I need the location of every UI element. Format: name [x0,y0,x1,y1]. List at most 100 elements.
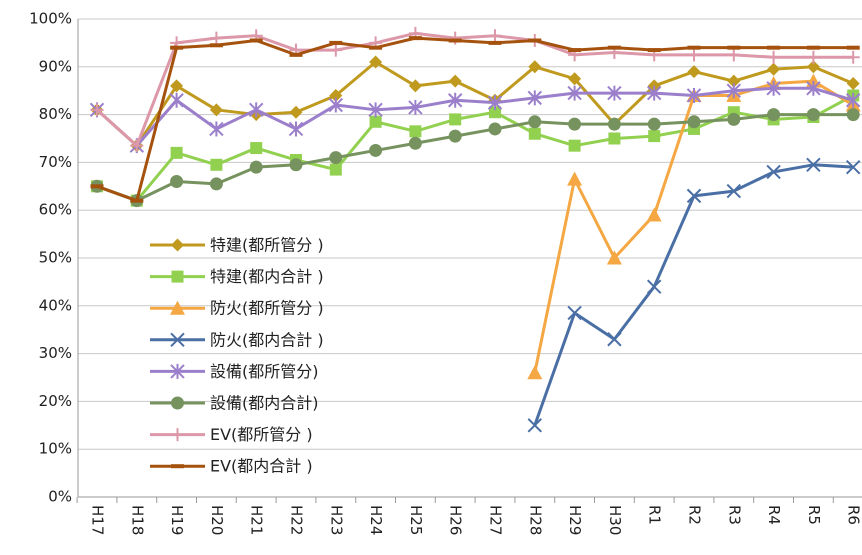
marker [686,87,702,103]
marker [250,142,263,155]
marker [646,279,662,294]
series-line [533,163,854,426]
marker [687,65,701,79]
y-tick-label: 70% [39,153,72,171]
marker [528,127,541,140]
marker [806,157,821,172]
marker [648,130,661,143]
marker [527,418,543,433]
marker [171,428,184,442]
marker [806,60,820,74]
marker [408,99,423,115]
marker [767,108,781,122]
legend-label: 防火(都内合計 ) [210,330,324,349]
marker [328,97,344,113]
marker [767,50,781,64]
marker [329,43,343,57]
marker [527,90,543,106]
x-tick-label: H28 [526,505,544,535]
x-tick-label: H18 [128,505,146,535]
y-tick-label: 90% [39,57,72,75]
marker [449,113,462,126]
marker [727,74,741,88]
marker [528,115,542,129]
legend-label: 防火(都所管分 ) [210,299,324,318]
x-tick-label: H17 [89,505,107,535]
marker [408,136,422,150]
marker [568,72,582,86]
marker [567,171,583,186]
marker [846,108,860,122]
marker [607,85,622,101]
marker [806,50,820,64]
series-line [95,60,854,148]
y-tick-label: 0% [48,488,72,506]
marker [726,183,742,199]
marker [846,50,860,64]
marker [170,79,184,93]
marker [369,55,383,69]
marker [171,270,184,283]
y-tick-label: 80% [39,105,72,123]
marker [727,48,741,62]
series-line [96,36,854,203]
marker [527,365,543,380]
marker [488,29,502,43]
marker [329,151,343,165]
y-tick-label: 60% [39,201,72,219]
marker [169,92,184,108]
x-tick-label: H21 [248,505,266,535]
marker [607,332,622,347]
marker [171,396,184,410]
marker [766,164,781,180]
marker [170,363,185,379]
marker [487,95,503,111]
marker [686,188,702,204]
marker [846,77,860,91]
marker [646,207,662,222]
series [91,89,860,207]
series [90,55,860,153]
x-tick-label: R5 [805,505,823,525]
series-line [95,31,854,148]
x-tick-label: H23 [327,505,345,535]
marker [288,121,304,137]
marker [249,160,263,174]
marker [488,122,502,136]
marker [171,238,184,252]
marker [608,132,621,145]
marker [369,115,382,128]
marker [766,80,781,96]
marker [845,159,861,175]
y-tick-label: 50% [39,249,72,267]
marker [567,305,582,321]
legend-label: 特建(都所管分 ) [210,236,324,255]
marker [209,177,223,191]
x-tick-label: H25 [407,505,425,535]
marker [130,139,144,153]
y-tick-label: 20% [39,392,72,410]
marker [408,79,422,93]
marker [170,332,185,348]
marker [170,300,185,315]
series-line [96,94,854,203]
marker [646,85,662,101]
y-tick-label: 30% [39,344,72,362]
series [90,36,860,203]
series [90,108,860,208]
series [89,80,861,154]
marker [647,117,661,131]
x-tick-label: H27 [487,505,505,535]
x-tick-label: R2 [686,505,704,525]
marker [329,163,342,176]
legend-label: 特建(都内合計 ) [210,267,324,286]
series-line [96,113,854,203]
marker [289,105,303,119]
marker [448,31,462,45]
x-tick-label: H22 [288,505,306,535]
marker [170,146,183,159]
marker [806,108,820,122]
marker [568,117,582,131]
marker [568,139,581,152]
